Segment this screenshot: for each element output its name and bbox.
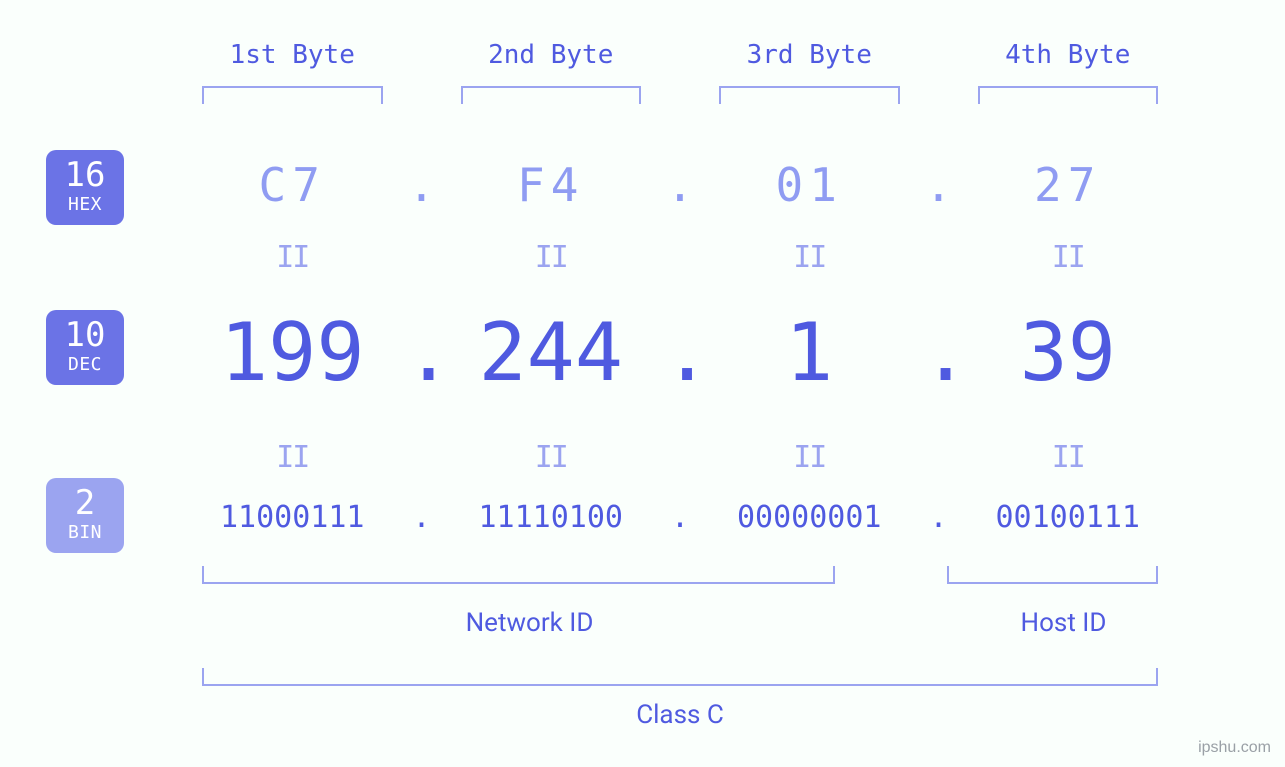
equals-icon: II [180, 240, 405, 275]
row-hex: C7 . F4 . 01 . 27 [180, 158, 1180, 212]
bin-byte-3: 00000001 [697, 500, 922, 535]
badge-bin: 2 BIN [46, 478, 124, 553]
hex-byte-1: C7 [180, 158, 405, 212]
byte-header-3: 3rd Byte [697, 40, 922, 70]
dec-byte-4: 39 [956, 306, 1181, 399]
badge-bin-num: 2 [46, 486, 124, 520]
badge-dec: 10 DEC [46, 310, 124, 385]
equals-icon: II [439, 240, 664, 275]
badge-dec-num: 10 [46, 318, 124, 352]
dec-byte-2: 244 [439, 306, 664, 399]
row-bin: 11000111 . 11110100 . 00000001 . 0010011… [180, 500, 1180, 535]
badge-hex-abbr: HEX [46, 194, 124, 215]
badge-bin-abbr: BIN [46, 522, 124, 543]
bracket-top-icon [719, 86, 900, 104]
dot-icon: . [663, 500, 697, 535]
host-id-label: Host ID [947, 608, 1180, 638]
bracket-bottom-icon [202, 566, 835, 584]
badge-dec-abbr: DEC [46, 354, 124, 375]
equals-icon: II [439, 440, 664, 475]
byte-header-2: 2nd Byte [439, 40, 664, 70]
hex-byte-2: F4 [439, 158, 664, 212]
equals-icon: II [697, 440, 922, 475]
bracket-top-icon [461, 86, 642, 104]
row-id-brackets [180, 566, 1180, 584]
bin-byte-2: 11110100 [439, 500, 664, 535]
dot-icon: . [922, 500, 956, 535]
hex-byte-4: 27 [956, 158, 1181, 212]
hex-byte-3: 01 [697, 158, 922, 212]
equals-icon: II [956, 440, 1181, 475]
row-equals-2: II II II II [180, 440, 1180, 475]
bytes-grid: 1st Byte 2nd Byte 3rd Byte 4th Byte C7 .… [180, 0, 1180, 767]
dec-byte-1: 199 [180, 306, 405, 399]
row-byte-brackets [180, 82, 1180, 104]
class-label: Class C [180, 700, 1180, 730]
dot-icon: . [405, 158, 439, 212]
row-id-labels: Network ID Host ID [180, 608, 1180, 638]
dot-icon: . [663, 158, 697, 212]
row-dec: 199 . 244 . 1 . 39 [180, 306, 1180, 399]
bracket-top-icon [978, 86, 1159, 104]
dec-byte-3: 1 [697, 306, 922, 399]
dot-icon: . [922, 306, 956, 399]
bracket-top-icon [202, 86, 383, 104]
row-class-bracket [180, 668, 1180, 686]
bracket-bottom-icon [202, 668, 1158, 686]
row-equals-1: II II II II [180, 240, 1180, 275]
bin-byte-1: 11000111 [180, 500, 405, 535]
dot-icon: . [922, 158, 956, 212]
badge-hex-num: 16 [46, 158, 124, 192]
ip-breakdown-diagram: 16 HEX 10 DEC 2 BIN 1st Byte 2nd Byte 3r… [0, 0, 1285, 767]
equals-icon: II [956, 240, 1181, 275]
dot-icon: . [663, 306, 697, 399]
byte-header-4: 4th Byte [956, 40, 1181, 70]
network-id-label: Network ID [180, 608, 879, 638]
dot-icon: . [405, 306, 439, 399]
row-byte-headers: 1st Byte 2nd Byte 3rd Byte 4th Byte [180, 40, 1180, 70]
equals-icon: II [180, 440, 405, 475]
equals-icon: II [697, 240, 922, 275]
bin-byte-4: 00100111 [956, 500, 1181, 535]
byte-header-1: 1st Byte [180, 40, 405, 70]
dot-icon: . [405, 500, 439, 535]
watermark: ipshu.com [1198, 739, 1271, 757]
badge-hex: 16 HEX [46, 150, 124, 225]
bracket-bottom-icon [947, 566, 1158, 584]
